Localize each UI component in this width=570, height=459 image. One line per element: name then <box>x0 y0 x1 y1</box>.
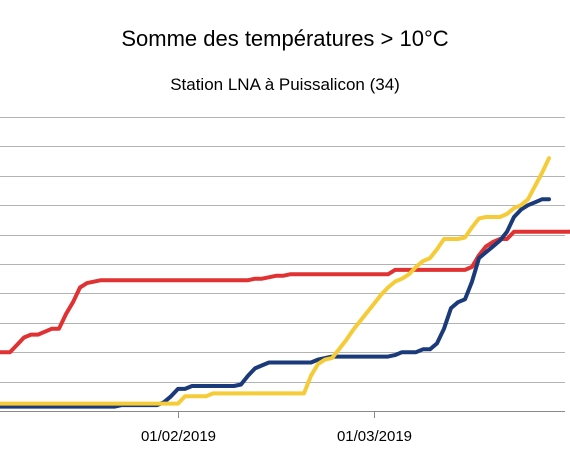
x-tick-label: 01/02/2019 <box>141 428 216 445</box>
x-tick-label: 01/03/2019 <box>337 428 412 445</box>
gridlines <box>0 117 565 412</box>
series-line-3 <box>0 156 551 406</box>
series-line-2 <box>0 197 551 409</box>
chart-subtitle: Station LNA à Puissalicon (34) <box>170 75 400 94</box>
chart-title: Somme des températures > 10°C <box>121 26 448 51</box>
x-axis: 01/02/2019 01/03/2019 <box>141 411 412 445</box>
series-line-1 <box>0 229 570 355</box>
series-lines <box>0 156 570 409</box>
